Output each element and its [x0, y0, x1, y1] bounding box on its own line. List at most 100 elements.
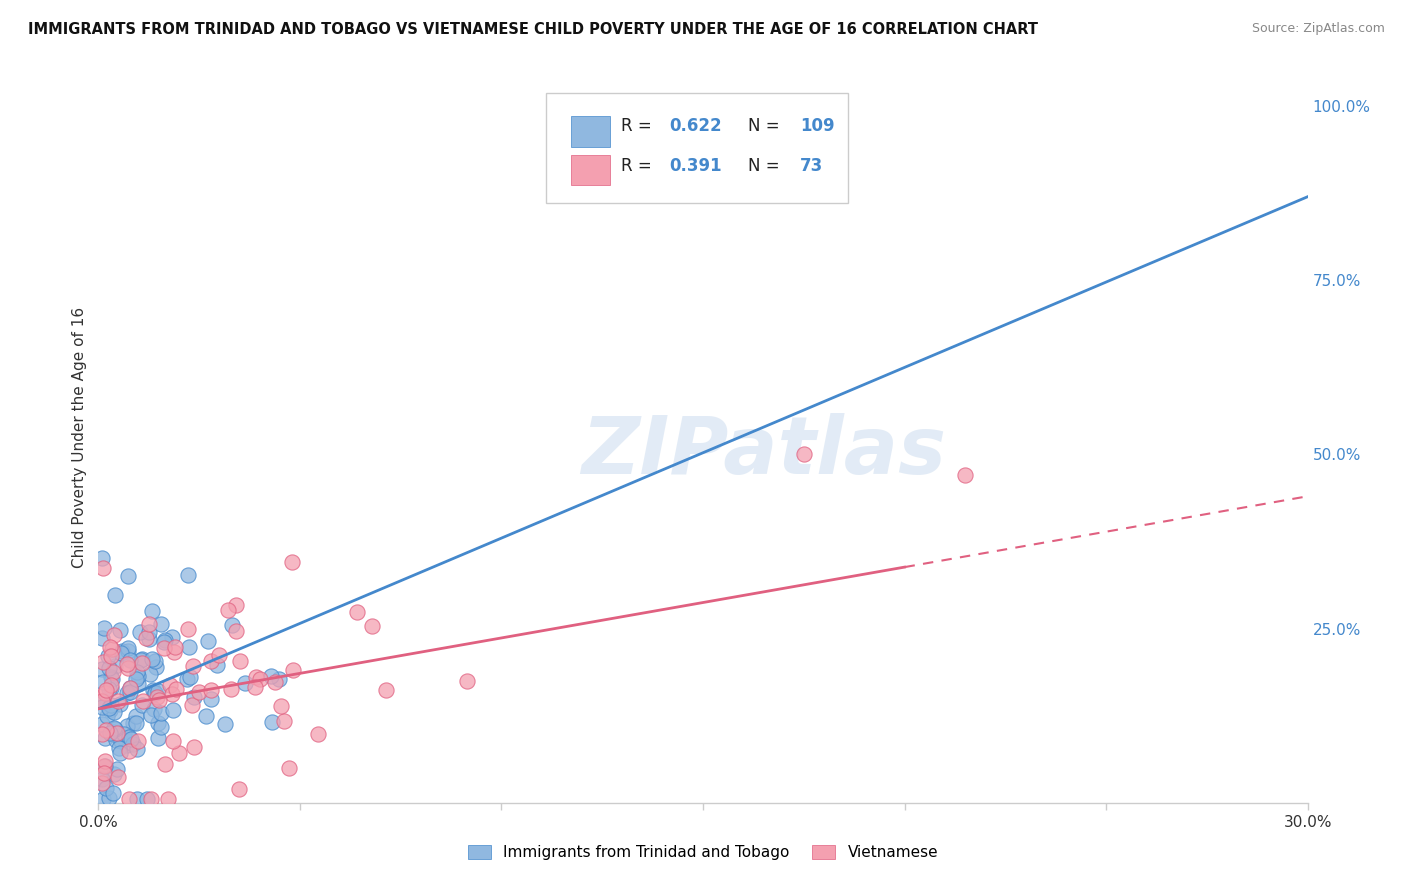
Point	[139, 708, 162, 723]
Point	[165, 640, 187, 654]
Point	[346, 605, 368, 619]
Point	[120, 731, 142, 746]
Point	[953, 468, 976, 483]
Text: R =: R =	[621, 117, 657, 136]
Point	[267, 672, 290, 686]
Point	[112, 731, 135, 746]
Point	[155, 756, 177, 771]
Point	[200, 691, 222, 706]
Point	[163, 645, 186, 659]
Point	[104, 728, 127, 742]
Point	[94, 723, 117, 737]
Point	[127, 742, 149, 756]
Point	[117, 644, 139, 658]
Point	[101, 725, 124, 739]
Text: 109: 109	[800, 117, 834, 136]
FancyBboxPatch shape	[571, 116, 610, 146]
Point	[103, 659, 125, 673]
Point	[361, 618, 384, 632]
Point	[104, 588, 127, 602]
Point	[94, 682, 117, 697]
Y-axis label: Child Poverty Under the Age of 16: Child Poverty Under the Age of 16	[72, 307, 87, 567]
Point	[149, 706, 172, 721]
Point	[200, 655, 222, 669]
Point	[159, 678, 181, 692]
Point	[281, 663, 304, 677]
FancyBboxPatch shape	[571, 154, 610, 186]
Point	[120, 681, 142, 695]
Text: IMMIGRANTS FROM TRINIDAD AND TOBAGO VS VIETNAMESE CHILD POVERTY UNDER THE AGE OF: IMMIGRANTS FROM TRINIDAD AND TOBAGO VS V…	[28, 22, 1038, 37]
Point	[117, 641, 139, 656]
Point	[139, 792, 162, 806]
Point	[162, 734, 184, 748]
Point	[103, 705, 125, 719]
Text: N =: N =	[748, 117, 785, 136]
Point	[146, 683, 169, 698]
Point	[157, 792, 180, 806]
Point	[91, 700, 114, 714]
Point	[146, 690, 169, 705]
Point	[110, 734, 132, 748]
Point	[105, 732, 128, 747]
Point	[115, 686, 138, 700]
Point	[103, 722, 125, 736]
Point	[93, 655, 115, 669]
Point	[131, 698, 153, 712]
Point	[96, 708, 118, 723]
Point	[197, 634, 219, 648]
Point	[98, 682, 121, 697]
Point	[91, 694, 114, 708]
Point	[243, 680, 266, 694]
Point	[167, 746, 190, 760]
Point	[228, 782, 250, 797]
Point	[98, 640, 121, 654]
Point	[110, 746, 132, 760]
Point	[136, 792, 159, 806]
Point	[793, 448, 815, 462]
Point	[118, 681, 141, 696]
Point	[91, 716, 114, 731]
Point	[107, 741, 129, 756]
Point	[125, 709, 148, 723]
Point	[127, 792, 149, 806]
Point	[200, 683, 222, 698]
Point	[118, 684, 141, 698]
Point	[97, 649, 120, 664]
Point	[132, 694, 155, 708]
Point	[131, 656, 153, 670]
Point	[100, 698, 122, 713]
Point	[127, 676, 149, 690]
Point	[195, 709, 218, 723]
Point	[270, 699, 292, 714]
Point	[91, 727, 114, 741]
Point	[97, 661, 120, 675]
Point	[100, 648, 122, 663]
Point	[235, 675, 257, 690]
Point	[118, 792, 141, 806]
Point	[118, 744, 141, 758]
Point	[105, 726, 128, 740]
Point	[229, 654, 252, 668]
Point	[264, 675, 287, 690]
Point	[127, 734, 149, 748]
Text: 73: 73	[800, 158, 823, 176]
Point	[107, 762, 129, 776]
Point	[107, 770, 129, 784]
Point	[149, 720, 172, 734]
Point	[142, 702, 165, 716]
Text: 0.391: 0.391	[669, 158, 721, 176]
Point	[101, 641, 124, 656]
Legend: Immigrants from Trinidad and Tobago, Vietnamese: Immigrants from Trinidad and Tobago, Vie…	[461, 839, 945, 866]
Point	[145, 660, 167, 674]
Point	[138, 632, 160, 646]
Point	[129, 652, 152, 666]
Point	[100, 669, 122, 683]
Point	[143, 654, 166, 668]
Point	[138, 624, 160, 639]
Point	[125, 715, 148, 730]
Point	[160, 631, 183, 645]
Point	[122, 738, 145, 752]
Point	[94, 758, 117, 772]
Point	[91, 550, 114, 565]
Point	[96, 781, 118, 796]
